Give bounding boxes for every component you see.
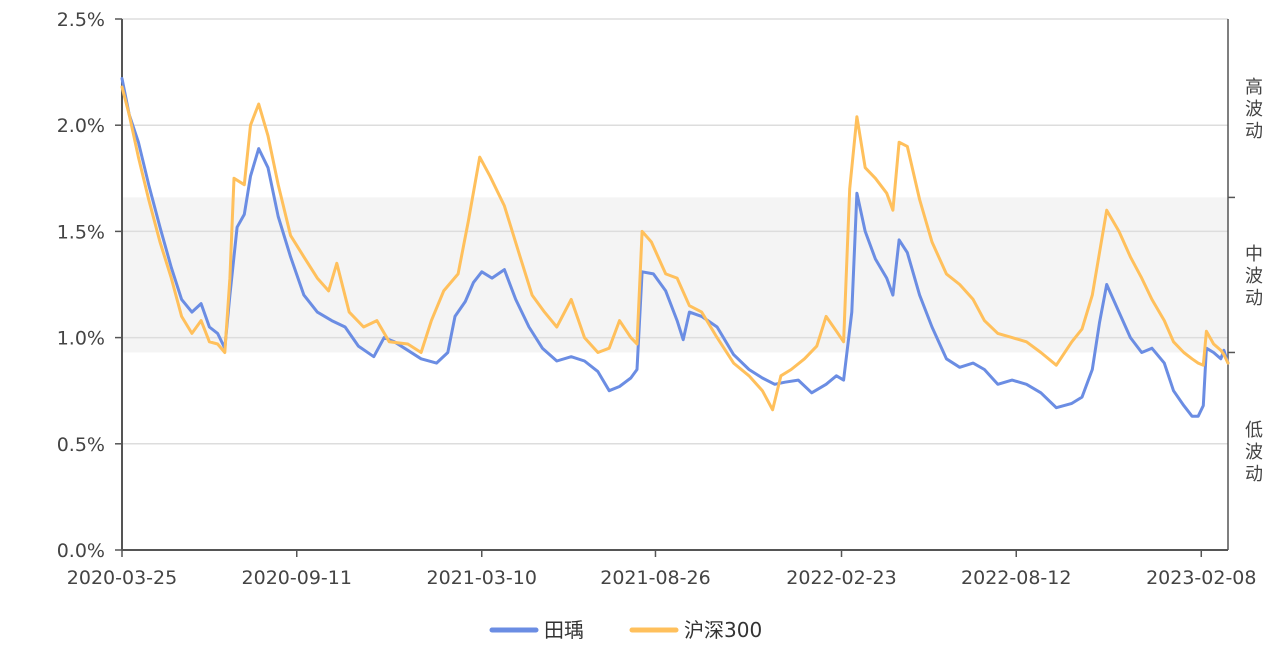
x-tick-label: 2020-03-25 xyxy=(67,567,177,589)
legend-item-tianyu[interactable]: 田瑀 xyxy=(489,618,584,642)
band-label-char: 中 xyxy=(1245,244,1263,265)
band-label-char: 动 xyxy=(1245,288,1263,309)
axes xyxy=(115,18,1235,557)
x-tick-label: 2022-02-23 xyxy=(786,567,896,589)
band-label-char: 低 xyxy=(1245,420,1263,441)
band-label-char: 波 xyxy=(1245,99,1263,120)
legend-label-hs300: 沪深300 xyxy=(684,618,762,642)
band-label-high: 高波动 xyxy=(1245,77,1263,142)
y-tick-label: 1.0% xyxy=(57,328,105,350)
medium-volatility-band-rect xyxy=(122,197,1228,353)
band-label-char: 高 xyxy=(1245,77,1263,98)
grid-lines xyxy=(122,18,1228,445)
series-lines xyxy=(120,77,1230,418)
x-tick-label: 2022-08-12 xyxy=(961,567,1071,589)
y-tick-label: 0.5% xyxy=(57,434,105,456)
band-label-char: 波 xyxy=(1245,266,1263,287)
band-label-char: 动 xyxy=(1245,121,1263,142)
y-tick-label: 2.0% xyxy=(57,115,105,137)
series-line-hs300 xyxy=(120,85,1230,412)
legend[interactable]: 田瑀 沪深300 xyxy=(489,618,762,642)
series-line-tianyu xyxy=(120,77,1230,418)
band-label-mid: 中波动 xyxy=(1245,244,1263,309)
band-label-char: 动 xyxy=(1245,464,1263,485)
x-tick-label: 2021-03-10 xyxy=(427,567,537,589)
legend-label-tianyu: 田瑀 xyxy=(544,618,584,642)
x-tick-label: 2020-09-11 xyxy=(242,567,352,589)
band-label-low: 低波动 xyxy=(1245,420,1263,485)
x-tick-label: 2023-02-08 xyxy=(1146,567,1256,589)
y-tick-label: 1.5% xyxy=(57,221,105,243)
tick-labels: 0.0% 0.5% 1.0% 1.5% 2.0% 2.5% 2020-03-25 2020-0… xyxy=(57,9,1257,589)
y-tick-label: 0.0% xyxy=(57,540,105,562)
band-label-char: 波 xyxy=(1245,442,1263,463)
medium-volatility-band xyxy=(122,197,1228,353)
x-tick-label: 2021-08-26 xyxy=(600,567,710,589)
y-tick-label: 2.5% xyxy=(57,9,105,31)
legend-item-hs300[interactable]: 沪深300 xyxy=(629,618,762,642)
